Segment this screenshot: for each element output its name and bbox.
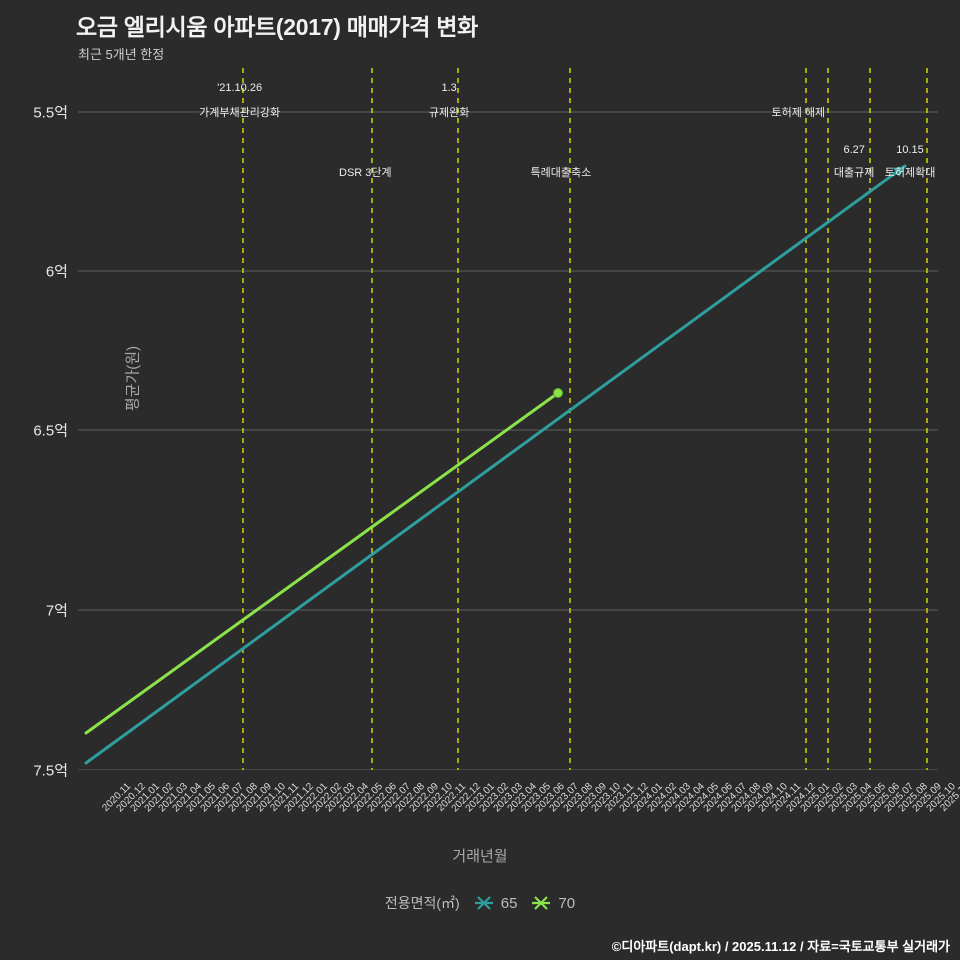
y-tick-label: 6억 bbox=[45, 263, 68, 281]
annotation-label: DSR 3단계 bbox=[339, 167, 392, 179]
footer-credit: ©디아파트(dapt.kr) / 2025.11.12 / 자료=국토교통부 실… bbox=[611, 939, 950, 954]
legend-marker-icon bbox=[474, 896, 494, 911]
annotation-label: 대출규제 bbox=[833, 167, 875, 179]
annotation-label: 가계부채관리강화 bbox=[199, 107, 281, 119]
annotation-date: 10.15 bbox=[896, 144, 924, 156]
annotation-label: 특례대출축소 bbox=[530, 167, 592, 179]
legend-title: 전용면적(㎡) bbox=[384, 895, 460, 911]
annotation-label: 규제완화 bbox=[428, 107, 470, 119]
annotation-label: 토허제확대 bbox=[884, 167, 936, 179]
plot-svg bbox=[78, 68, 938, 770]
legend-item[interactable]: 65 bbox=[474, 894, 518, 912]
y-tick-label: 6.5억 bbox=[33, 422, 68, 440]
page-subtitle: 최근 5개년 한정 bbox=[78, 47, 165, 62]
y-tick-label: 5.5억 bbox=[33, 104, 68, 122]
annotation-label: 토허제 해제 bbox=[771, 107, 826, 119]
legend: 전용면적(㎡) 65 70 bbox=[0, 893, 960, 913]
y-tick-label: 7.5억 bbox=[33, 762, 68, 780]
legend-label: 65 bbox=[500, 894, 518, 912]
page-title: 오금 엘리시움 아파트(2017) 매매가격 변화 bbox=[76, 14, 478, 40]
legend-label: 70 bbox=[558, 894, 576, 912]
annotation-date: '21.10.26 bbox=[217, 82, 263, 94]
legend-item[interactable]: 70 bbox=[531, 894, 575, 912]
gridlines bbox=[78, 111, 938, 770]
legend-marker-icon bbox=[531, 896, 551, 911]
series-lines bbox=[84, 164, 907, 765]
x-axis-title: 거래년월 bbox=[452, 848, 508, 865]
annotation-date: 1.3 bbox=[441, 82, 457, 94]
plot-area: 5.5억 6억 6.5억 7억 7.5억 '21.10.26 가계부채관리강화 DSR 3단… bbox=[33, 68, 960, 814]
y-tick-label: 7억 bbox=[45, 602, 68, 620]
annotation-date: 6.27 bbox=[843, 144, 865, 156]
event-vertical-lines bbox=[242, 68, 928, 770]
